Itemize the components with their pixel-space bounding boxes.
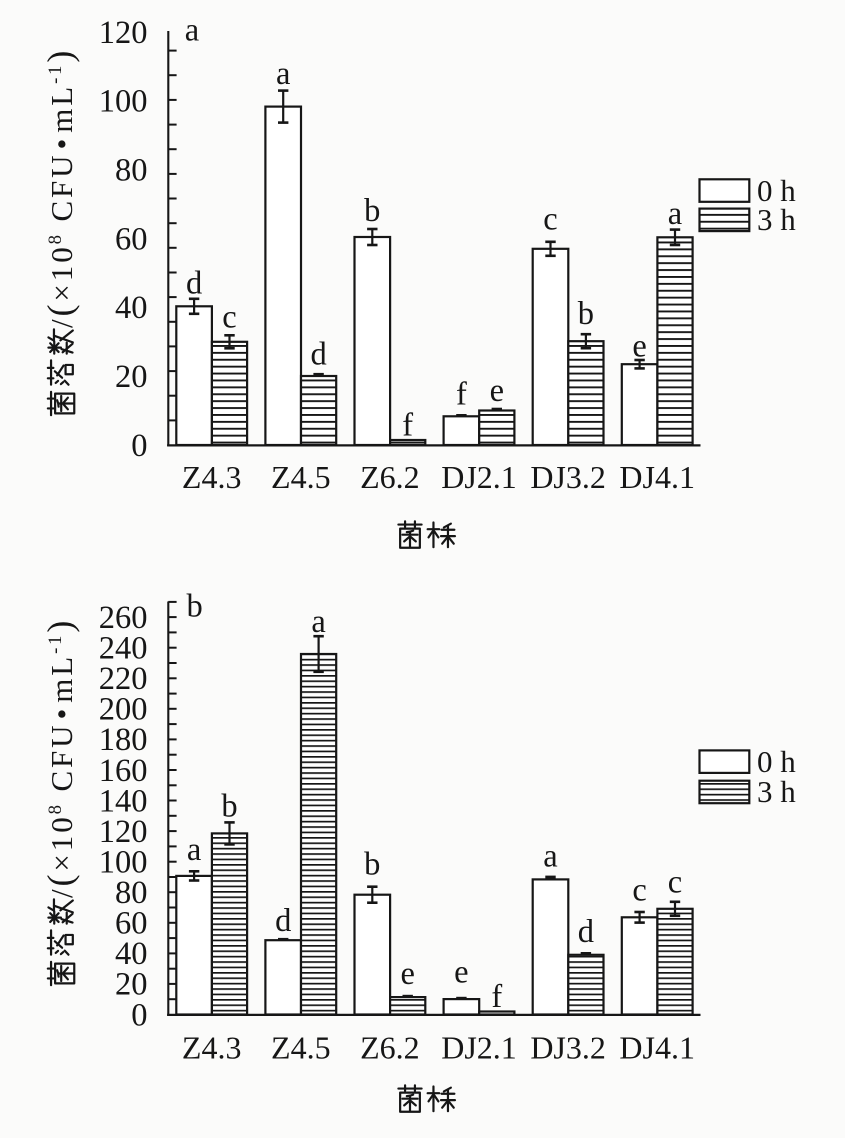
svg-text:DJ3.2: DJ3.2 <box>530 1030 606 1066</box>
svg-text:DJ4.1: DJ4.1 <box>619 1030 695 1066</box>
svg-text:e: e <box>454 955 468 991</box>
svg-text:c: c <box>543 202 557 238</box>
svg-text:0: 0 <box>131 997 147 1033</box>
svg-text:Z4.3: Z4.3 <box>182 459 242 495</box>
svg-text:DJ3.2: DJ3.2 <box>530 459 606 495</box>
svg-text:f: f <box>456 376 467 412</box>
svg-text:a: a <box>311 604 325 640</box>
svg-text:b: b <box>186 589 202 625</box>
svg-text:a: a <box>185 13 199 49</box>
svg-text:Z4.5: Z4.5 <box>271 459 331 495</box>
svg-text:f: f <box>402 408 413 444</box>
svg-text:a: a <box>187 832 201 868</box>
svg-text:f: f <box>491 979 502 1015</box>
svg-text:Z4.5: Z4.5 <box>271 1030 331 1066</box>
svg-text:d: d <box>578 914 594 950</box>
svg-text:d: d <box>275 903 291 939</box>
svg-text:e: e <box>490 373 504 409</box>
svg-text:d: d <box>186 266 202 302</box>
svg-text:120: 120 <box>99 15 148 51</box>
svg-text:Z4.3: Z4.3 <box>182 1030 242 1066</box>
svg-text:c: c <box>632 872 646 908</box>
svg-text:c: c <box>668 865 682 901</box>
svg-text:a: a <box>543 839 557 875</box>
svg-text:80: 80 <box>115 875 148 911</box>
svg-text:80: 80 <box>115 153 148 189</box>
svg-text:a: a <box>668 196 682 232</box>
svg-text:c: c <box>222 300 236 336</box>
svg-text:Z6.2: Z6.2 <box>360 459 420 495</box>
svg-text:DJ2.1: DJ2.1 <box>441 1030 517 1066</box>
svg-text:100: 100 <box>99 84 148 120</box>
svg-text:140: 140 <box>99 783 148 819</box>
svg-text:120: 120 <box>99 814 148 850</box>
svg-text:/(×108 CFU•mL-1): /(×108 CFU•mL-1) <box>40 618 80 898</box>
svg-text:260: 260 <box>99 600 148 636</box>
svg-text:240: 240 <box>99 631 148 667</box>
svg-text:3 h: 3 h <box>757 774 796 809</box>
svg-text:a: a <box>276 56 290 92</box>
svg-text:b: b <box>364 847 380 883</box>
svg-text:200: 200 <box>99 692 148 728</box>
svg-text:20: 20 <box>115 967 148 1003</box>
svg-text:DJ2.1: DJ2.1 <box>441 459 517 495</box>
svg-text:b: b <box>221 789 237 825</box>
svg-text:0: 0 <box>131 428 147 464</box>
svg-text:20: 20 <box>115 359 148 395</box>
svg-text:e: e <box>632 329 646 365</box>
svg-text:40: 40 <box>115 936 148 972</box>
svg-text:60: 60 <box>115 906 148 942</box>
svg-text:40: 40 <box>115 290 148 326</box>
svg-text:220: 220 <box>99 661 148 697</box>
svg-text:/(×108 CFU•mL-1): /(×108 CFU•mL-1) <box>40 48 80 328</box>
svg-text:DJ4.1: DJ4.1 <box>619 459 695 495</box>
svg-text:180: 180 <box>99 722 148 758</box>
svg-text:d: d <box>310 336 326 372</box>
svg-text:0 h: 0 h <box>757 173 796 208</box>
svg-text:b: b <box>578 296 594 332</box>
svg-text:e: e <box>400 956 414 992</box>
svg-text:160: 160 <box>99 753 148 789</box>
svg-text:b: b <box>364 193 380 229</box>
svg-text:3 h: 3 h <box>757 202 796 237</box>
svg-text:0 h: 0 h <box>757 744 796 779</box>
svg-text:60: 60 <box>115 221 148 257</box>
svg-text:100: 100 <box>99 845 148 881</box>
svg-text:Z6.2: Z6.2 <box>360 1030 420 1066</box>
